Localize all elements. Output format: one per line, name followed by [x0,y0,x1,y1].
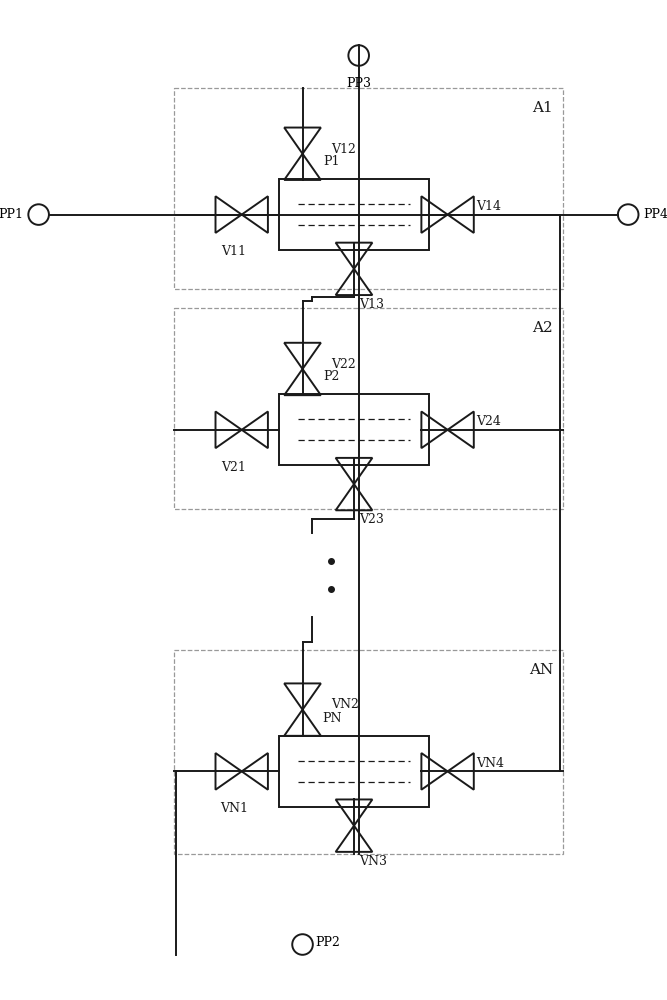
Bar [174,650,563,854]
Bar [279,179,429,250]
Bar [174,308,563,509]
Text: PP3: PP3 [346,77,371,90]
Text: PP2: PP2 [315,936,341,949]
Text: PP4: PP4 [643,208,667,221]
Text: P2: P2 [323,370,340,383]
Text: V21: V21 [221,461,246,474]
Text: P1: P1 [323,155,340,168]
Bar [174,88,563,289]
Text: A2: A2 [532,321,554,335]
Text: VN3: VN3 [360,855,388,868]
Text: PN: PN [321,712,342,725]
Text: V13: V13 [360,298,384,311]
Text: A1: A1 [532,101,554,115]
Text: AN: AN [529,663,554,677]
Text: VN4: VN4 [477,757,505,770]
Text: VN2: VN2 [331,698,360,711]
Text: V22: V22 [331,358,356,371]
Text: VN1: VN1 [220,802,248,815]
Bar [279,394,429,465]
Text: PP1: PP1 [0,208,23,221]
Text: V14: V14 [477,200,502,213]
Text: V12: V12 [331,143,356,156]
Text: V11: V11 [221,245,246,258]
Text: V23: V23 [360,513,384,526]
Bar [279,736,429,807]
Text: V24: V24 [477,415,502,428]
